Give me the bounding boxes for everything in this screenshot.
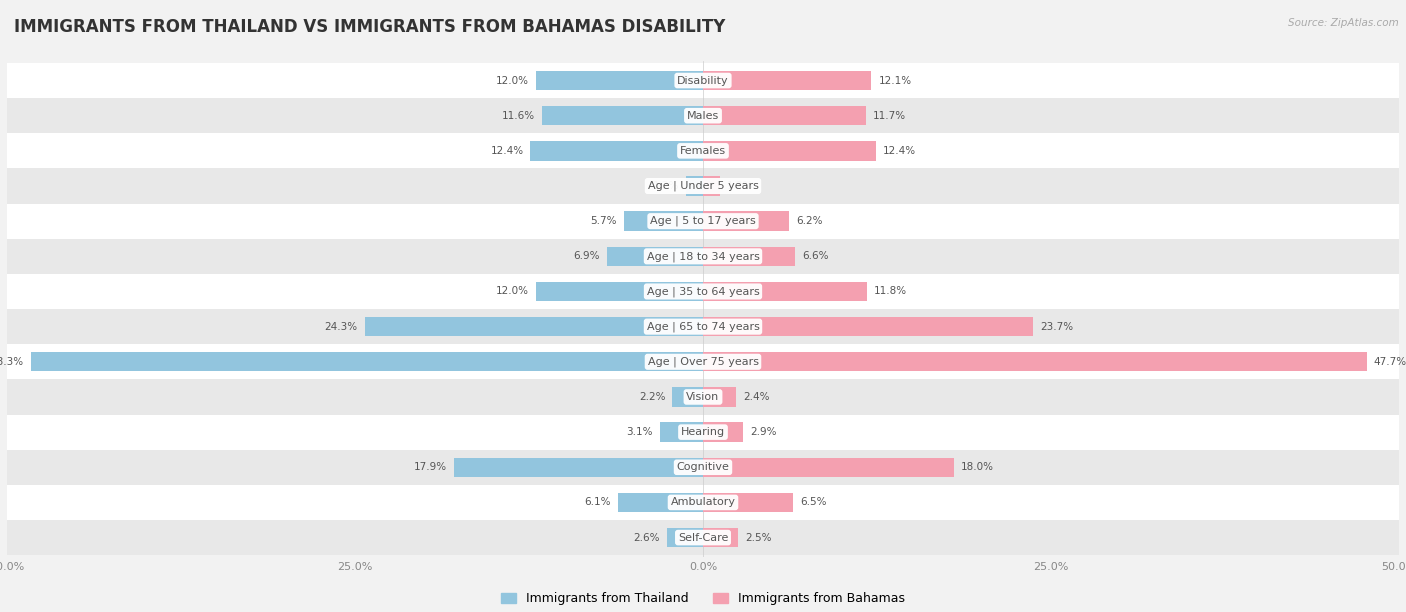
- Bar: [703, 317, 1033, 337]
- Bar: [530, 141, 703, 160]
- Bar: [536, 71, 703, 90]
- Bar: [703, 422, 744, 442]
- Bar: [7, 450, 1399, 485]
- Text: 17.9%: 17.9%: [413, 462, 447, 472]
- Text: 12.0%: 12.0%: [496, 75, 529, 86]
- Text: Age | Over 75 years: Age | Over 75 years: [648, 357, 758, 367]
- Text: Age | Under 5 years: Age | Under 5 years: [648, 181, 758, 192]
- Bar: [703, 106, 866, 125]
- Text: 6.2%: 6.2%: [796, 216, 823, 226]
- Text: Self-Care: Self-Care: [678, 532, 728, 543]
- Bar: [666, 528, 703, 547]
- Text: 1.2%: 1.2%: [652, 181, 679, 191]
- Text: 12.1%: 12.1%: [879, 75, 911, 86]
- Text: 2.6%: 2.6%: [633, 532, 659, 543]
- Bar: [619, 493, 703, 512]
- Text: Age | 18 to 34 years: Age | 18 to 34 years: [647, 251, 759, 261]
- Bar: [703, 71, 872, 90]
- Text: Ambulatory: Ambulatory: [671, 498, 735, 507]
- Bar: [703, 282, 868, 301]
- Text: Age | 35 to 64 years: Age | 35 to 64 years: [647, 286, 759, 297]
- Bar: [703, 176, 720, 196]
- Text: Hearing: Hearing: [681, 427, 725, 437]
- Bar: [672, 387, 703, 406]
- Text: 23.7%: 23.7%: [1040, 322, 1073, 332]
- Text: 12.0%: 12.0%: [496, 286, 529, 296]
- Text: 48.3%: 48.3%: [0, 357, 24, 367]
- Text: Source: ZipAtlas.com: Source: ZipAtlas.com: [1288, 18, 1399, 28]
- Bar: [703, 212, 789, 231]
- Bar: [703, 387, 737, 406]
- Text: Age | 5 to 17 years: Age | 5 to 17 years: [650, 216, 756, 226]
- Bar: [7, 204, 1399, 239]
- Text: 2.9%: 2.9%: [751, 427, 778, 437]
- Text: Age | 65 to 74 years: Age | 65 to 74 years: [647, 321, 759, 332]
- Text: 2.4%: 2.4%: [744, 392, 770, 402]
- Text: 6.6%: 6.6%: [801, 252, 828, 261]
- Bar: [7, 168, 1399, 204]
- Bar: [607, 247, 703, 266]
- Text: 24.3%: 24.3%: [325, 322, 357, 332]
- Bar: [703, 247, 794, 266]
- Bar: [536, 282, 703, 301]
- Bar: [7, 520, 1399, 555]
- Text: Cognitive: Cognitive: [676, 462, 730, 472]
- Text: 11.6%: 11.6%: [502, 111, 534, 121]
- Text: 12.4%: 12.4%: [883, 146, 915, 156]
- Text: Females: Females: [681, 146, 725, 156]
- Text: 11.7%: 11.7%: [873, 111, 905, 121]
- Bar: [7, 274, 1399, 309]
- Bar: [624, 212, 703, 231]
- Bar: [7, 309, 1399, 344]
- Bar: [364, 317, 703, 337]
- Text: 6.1%: 6.1%: [585, 498, 612, 507]
- Text: 6.5%: 6.5%: [800, 498, 827, 507]
- Bar: [7, 485, 1399, 520]
- Bar: [7, 98, 1399, 133]
- Bar: [7, 133, 1399, 168]
- Text: 1.2%: 1.2%: [727, 181, 754, 191]
- Text: 3.1%: 3.1%: [627, 427, 652, 437]
- Text: 18.0%: 18.0%: [960, 462, 994, 472]
- Bar: [7, 63, 1399, 98]
- Bar: [454, 458, 703, 477]
- Text: IMMIGRANTS FROM THAILAND VS IMMIGRANTS FROM BAHAMAS DISABILITY: IMMIGRANTS FROM THAILAND VS IMMIGRANTS F…: [14, 18, 725, 36]
- Bar: [686, 176, 703, 196]
- Bar: [7, 239, 1399, 274]
- Bar: [31, 352, 703, 371]
- Text: 5.7%: 5.7%: [591, 216, 617, 226]
- Bar: [7, 414, 1399, 450]
- Text: 2.5%: 2.5%: [745, 532, 772, 543]
- Bar: [659, 422, 703, 442]
- Text: 11.8%: 11.8%: [875, 286, 907, 296]
- Bar: [7, 379, 1399, 414]
- Bar: [703, 352, 1367, 371]
- Text: 6.9%: 6.9%: [574, 252, 600, 261]
- Bar: [703, 141, 876, 160]
- Legend: Immigrants from Thailand, Immigrants from Bahamas: Immigrants from Thailand, Immigrants fro…: [496, 587, 910, 610]
- Text: Males: Males: [688, 111, 718, 121]
- Text: Vision: Vision: [686, 392, 720, 402]
- Text: 12.4%: 12.4%: [491, 146, 523, 156]
- Text: Disability: Disability: [678, 75, 728, 86]
- Bar: [703, 493, 793, 512]
- Bar: [7, 344, 1399, 379]
- Bar: [703, 528, 738, 547]
- Text: 47.7%: 47.7%: [1374, 357, 1406, 367]
- Bar: [541, 106, 703, 125]
- Bar: [703, 458, 953, 477]
- Text: 2.2%: 2.2%: [638, 392, 665, 402]
